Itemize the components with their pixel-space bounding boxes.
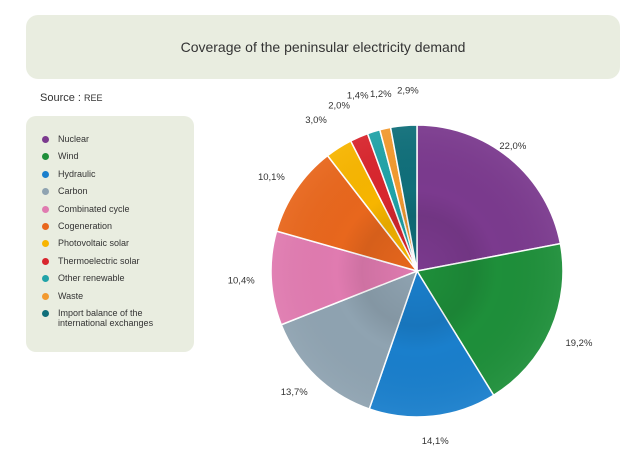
legend-item: Other renewable [42,273,194,290]
pie-shading [271,125,563,417]
legend-item: Photovoltaic solar [42,238,194,255]
legend-label: Hydraulic [58,168,96,179]
legend-label: Thermoelectric solar [58,255,140,266]
chart-title: Coverage of the peninsular electricity d… [180,39,466,55]
legend-swatch [42,170,49,178]
slice-label: 22,0% [499,141,526,152]
legend-label: Photovoltaic solar [58,238,130,249]
legend-swatch [42,257,49,265]
legend-swatch [42,275,49,283]
legend-label: Other renewable [58,273,125,284]
legend-label: Cogeneration [58,220,113,231]
legend-item: Import balance of the international exch… [42,307,194,328]
title-box: Coverage of the peninsular electricity d… [26,15,620,79]
source-note: Source : REE [40,92,103,104]
legend-swatch [42,309,49,317]
slice-label: 2,9% [397,86,419,97]
legend-label: Wind [58,151,79,162]
legend-item: Cogeneration [42,221,194,238]
source-value: REE [84,93,103,103]
legend-item: Combinated cycle [42,204,194,221]
legend-swatch [42,205,49,213]
slice-label: 1,2% [370,89,392,100]
slice-label: 10,1% [258,172,285,183]
legend-label: Combinated cycle [58,203,130,214]
legend-item: Wind [42,151,194,168]
source-label: Source : [40,92,81,104]
legend-label: Import balance of the international exch… [58,307,154,328]
legend-label: Nuclear [58,134,90,144]
legend-swatch [42,292,49,300]
legend-item: Hydraulic [42,169,194,186]
legend-item: Thermoelectric solar [42,256,194,273]
legend-swatch [42,136,49,143]
slice-label: 13,7% [281,387,308,398]
legend: Nuclear Wind Hydraulic Carbon Combinated cyc… [26,116,194,352]
slice-label: 2,0% [328,101,350,112]
legend-label: Carbon [58,186,88,197]
slice-label: 10,4% [228,275,255,286]
slice-label: 1,4% [347,90,369,101]
slice-label: 3,0% [305,115,327,126]
legend-label: Waste [58,290,84,301]
legend-item: Nuclear [42,134,194,151]
legend-swatch [42,153,49,161]
legend-item: Carbon [42,186,194,203]
legend-item: Waste [42,291,194,308]
legend-swatch [42,222,49,230]
slice-label: 14,1% [422,436,449,447]
legend-swatch [42,188,49,196]
legend-swatch [42,240,49,248]
slice-label: 19,2% [565,338,592,349]
